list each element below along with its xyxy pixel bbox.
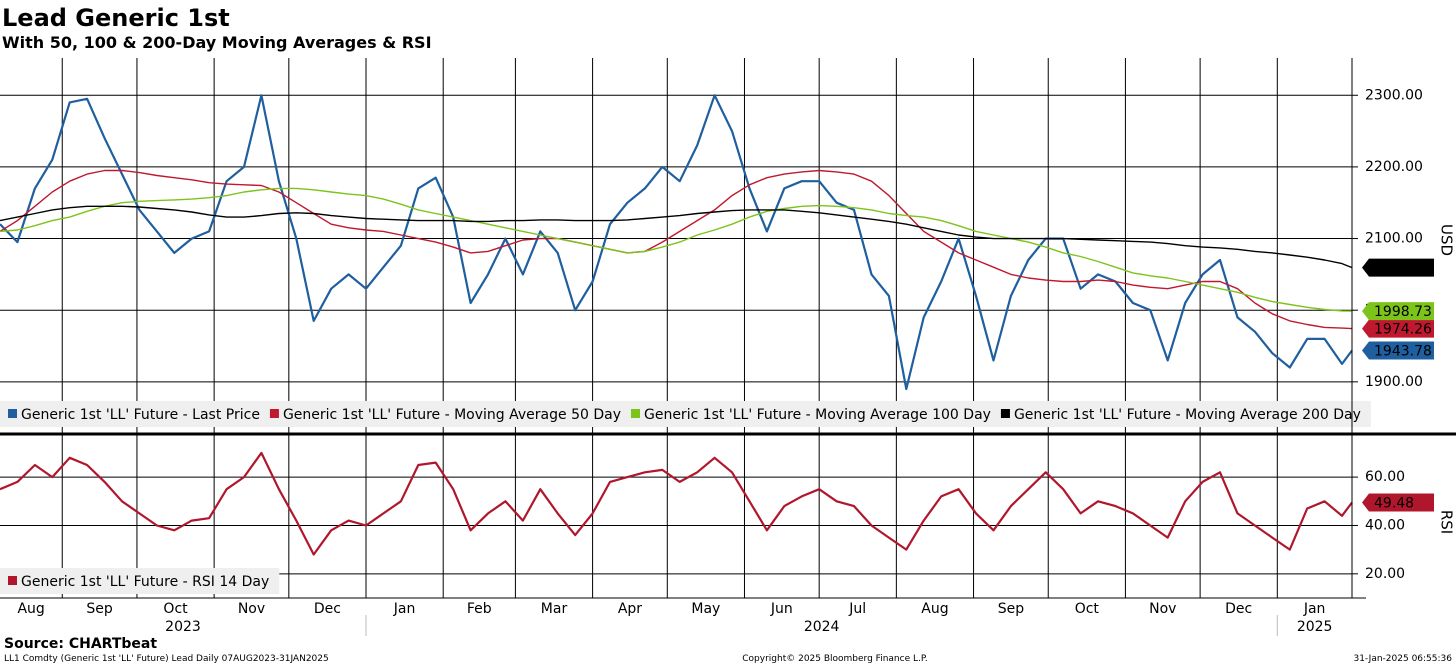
legend-label: Generic 1st 'LL' Future - Moving Average… [1014, 407, 1361, 423]
legend-label: Generic 1st 'LL' Future - Last Price [21, 407, 260, 423]
last-value-label: 1943.78 [1374, 343, 1432, 359]
y-tick-label: 1900.00 [1365, 374, 1423, 390]
y-tick-label: 60.00 [1365, 469, 1405, 485]
last-value-box [1362, 258, 1434, 277]
legend-label: Generic 1st 'LL' Future - Moving Average… [644, 407, 991, 423]
footer-left: LL1 Comdty (Generic 1st 'LL' Future) Lea… [4, 654, 329, 664]
chart-subtitle: With 50, 100 & 200-Day Moving Averages &… [2, 33, 432, 52]
legend: Generic 1st 'LL' Future - Last Price Gene… [0, 401, 1371, 427]
x-tick-label: Oct [1075, 601, 1100, 617]
x-tick-label: Oct [163, 601, 188, 617]
x-tick-label: Jun [770, 601, 793, 617]
x-tick-label: May [691, 601, 720, 617]
x-tick-label: Jul [848, 601, 866, 617]
legend-swatch [1000, 409, 1010, 418]
legend: Generic 1st 'LL' Future - RSI 14 Day [0, 568, 280, 594]
last-value-box [1362, 341, 1434, 360]
x-tick-label: Apr [618, 601, 642, 617]
x-tick-label: Dec [314, 601, 341, 617]
y-tick-label: 2100.00 [1365, 231, 1423, 247]
legend-swatch [8, 576, 17, 585]
legend-swatch [8, 409, 17, 418]
footer-right: 31-Jan-2025 06:55:36 [1353, 654, 1452, 664]
y-axis-label: RSI [1438, 510, 1456, 534]
x-tick-label: Mar [541, 601, 568, 617]
last-value-box [1362, 493, 1434, 512]
year-label: 2025 [1297, 619, 1333, 635]
y-tick-label: 40.00 [1365, 517, 1405, 533]
x-tick-label: Jan [1303, 601, 1326, 617]
last-value-label: 1998.73 [1374, 304, 1432, 320]
legend-swatch [269, 409, 279, 418]
series-line [0, 187, 1353, 312]
series-line [0, 451, 1353, 556]
series-line [0, 94, 1353, 391]
x-tick-label: Aug [17, 601, 44, 617]
last-value-label: 49.48 [1374, 496, 1414, 512]
x-tick-label: Aug [921, 601, 948, 617]
chart-title: Lead Generic 1st [2, 4, 230, 32]
series-line [0, 205, 1353, 269]
legend-label: Generic 1st 'LL' Future - RSI 14 Day [21, 574, 269, 590]
y-tick-label: 20.00 [1365, 566, 1405, 582]
legend-background [0, 568, 280, 594]
series-line [0, 169, 1353, 330]
x-tick-label: Nov [238, 601, 265, 617]
x-tick-label: Dec [1225, 601, 1252, 617]
last-value-box [1362, 319, 1434, 338]
x-tick-label: Jan [393, 601, 416, 617]
year-label: 2023 [165, 619, 201, 635]
y-tick-label: 2200.00 [1365, 159, 1423, 175]
legend-label: Generic 1st 'LL' Future - Moving Average… [283, 407, 621, 423]
year-label: 2024 [804, 619, 840, 635]
legend-swatch [630, 409, 640, 418]
y-tick-label: 2300.00 [1365, 87, 1423, 103]
y-axis-label: USD [1438, 224, 1456, 256]
x-tick-label: Sep [998, 601, 1025, 617]
x-tick-label: Sep [86, 601, 113, 617]
x-tick-label: Feb [467, 601, 492, 617]
last-value-box [1362, 302, 1434, 321]
last-value-label: 2059.39 [1374, 261, 1432, 277]
x-tick-label: Nov [1149, 601, 1176, 617]
legend-background [0, 401, 1371, 427]
footer-center: Copyright© 2025 Bloomberg Finance L.P. [742, 654, 927, 664]
last-value-label: 1974.26 [1374, 322, 1432, 338]
source: Source: CHARTbeat [4, 636, 157, 652]
